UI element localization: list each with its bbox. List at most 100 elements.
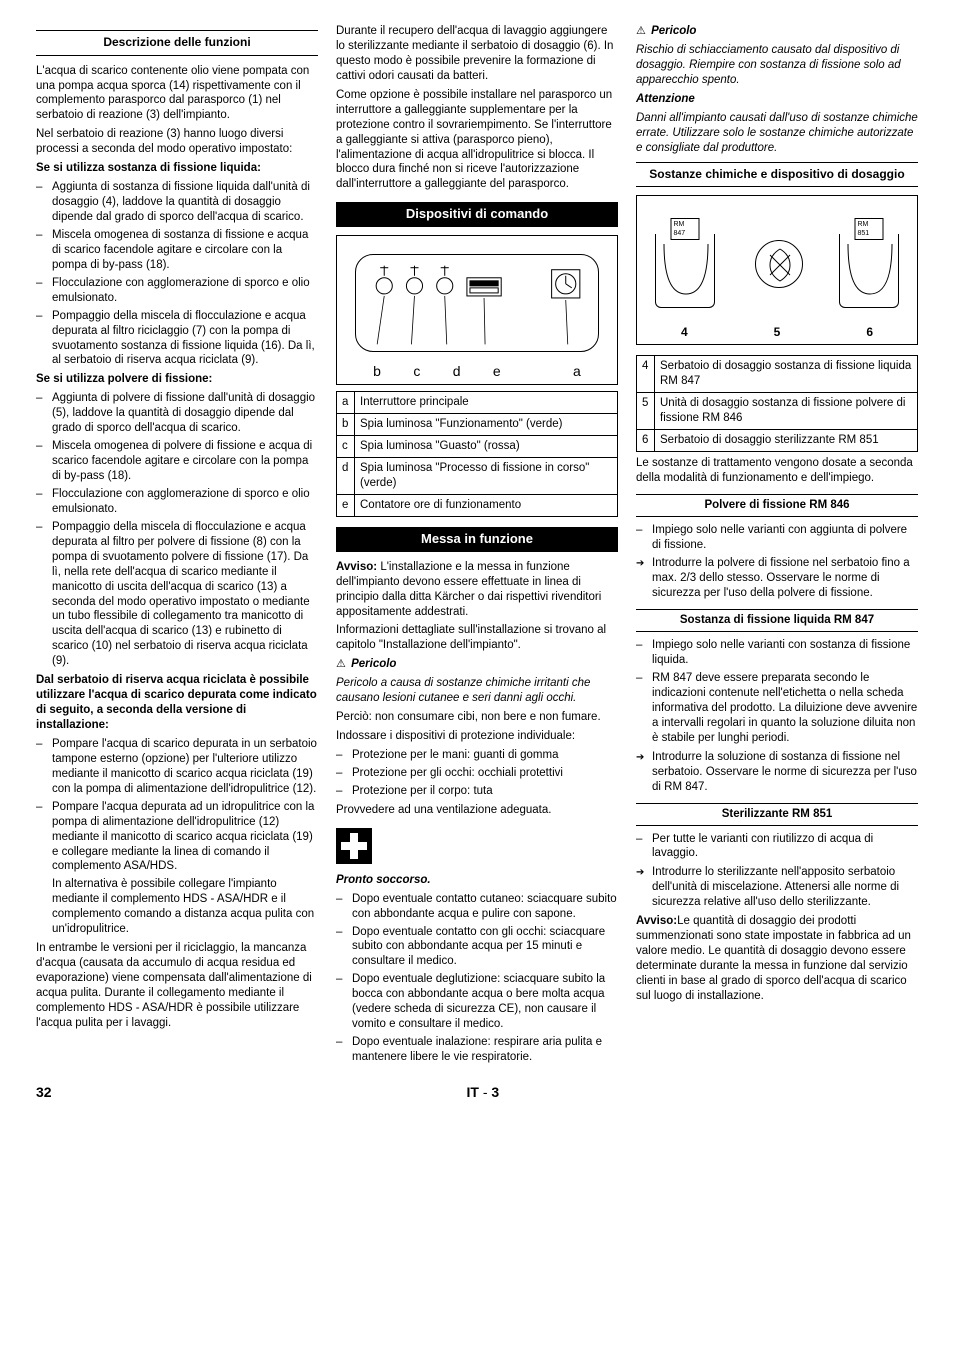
paragraph: ⚠ Pericolo xyxy=(336,657,618,672)
column-2: Durante il recupero dell'acqua di lavagg… xyxy=(336,24,618,1069)
diagram-label-d: d xyxy=(453,362,461,380)
column-1: Descrizione delle funzioni L'acqua di sc… xyxy=(36,24,318,1069)
list-item: Pompaggio della miscela di flocculazione… xyxy=(36,309,318,369)
list: Impiego solo nelle varianti con aggiunta… xyxy=(636,523,918,553)
label-attenzione: Attenzione xyxy=(636,92,918,107)
paragraph: Provvedere ad una ventilazione adeguata. xyxy=(336,803,618,818)
list: Introdurre la polvere di fissione nel se… xyxy=(636,556,918,601)
list-item: Dopo eventuale contatto cutaneo: sciacqu… xyxy=(336,892,618,922)
diagram-labels: b c d e a xyxy=(337,362,617,380)
cell-val: Contatore ore di funzionamento xyxy=(355,494,618,516)
list: Aggiunta di polvere di fissione dall'uni… xyxy=(36,391,318,669)
list-item: Miscela omogenea di sostanza di fissione… xyxy=(36,228,318,273)
paragraph: Perciò: non consumare cibi, non bere e n… xyxy=(336,710,618,725)
list: Per tutte le varianti con riutilizzo di … xyxy=(636,832,918,862)
avviso-text: Le quantità di dosaggio dei prodotti sum… xyxy=(636,915,911,1002)
cell-val: Unità di dosaggio sostanza di fissione p… xyxy=(655,392,918,429)
cell-val: Spia luminosa "Funzionamento" (verde) xyxy=(355,414,618,436)
list-item: Protezione per le mani: guanti di gomma xyxy=(336,748,618,763)
list-item-cont: In alternativa è possibile collegare l'i… xyxy=(52,877,318,937)
paragraph: Informazioni dettagliate sull'installazi… xyxy=(336,623,618,653)
label-avviso: Avviso: xyxy=(336,561,377,573)
paragraph: Avviso:Le quantità di dosaggio dei prodo… xyxy=(636,914,918,1004)
subhead: Se si utilizza sostanza di fissione liqu… xyxy=(36,161,318,176)
label-avviso: Avviso: xyxy=(636,915,677,927)
cell-val: Serbatoio di dosaggio sostanza di fissio… xyxy=(655,356,918,393)
column-3: ⚠ Pericolo Rischio di schiacciamento cau… xyxy=(636,24,918,1069)
list: Introdurre lo sterilizzante nell'apposit… xyxy=(636,865,918,910)
diagram-label-a: a xyxy=(573,362,581,380)
label-pericolo: Pericolo xyxy=(651,25,696,37)
diagram-frame xyxy=(355,254,599,352)
diagram-number-4: 4 xyxy=(681,325,688,341)
list: Pompare l'acqua di scarico depurata in u… xyxy=(36,737,318,937)
tank-label: RM 851 xyxy=(855,218,884,240)
warning-icon: ⚠ xyxy=(336,658,346,670)
chemicals-table: 4Serbatoio di dosaggio sostanza di fissi… xyxy=(636,355,918,452)
section-header-descrizione: Descrizione delle funzioni xyxy=(36,30,318,56)
list-item: Miscela omogenea di polvere di fissione … xyxy=(36,439,318,484)
diagram-number-5: 5 xyxy=(774,325,781,341)
cell-key: 4 xyxy=(637,356,655,393)
paragraph: L'acqua di scarico contenente olio viene… xyxy=(36,64,318,124)
pump-5 xyxy=(755,240,803,288)
subheader-rm851: Sterilizzante RM 851 xyxy=(636,803,918,826)
page-number: 32 xyxy=(36,1083,52,1101)
first-aid-icon xyxy=(336,828,372,864)
tank-svg xyxy=(656,234,716,308)
lang-code: IT - 3 xyxy=(466,1083,499,1101)
paragraph: Le sostanze di trattamento vengono dosat… xyxy=(636,456,918,486)
list-item: Aggiunta di sostanza di fissione liquida… xyxy=(36,180,318,225)
subheader-rm847: Sostanza di fissione liquida RM 847 xyxy=(636,609,918,632)
diagram-label-b: b xyxy=(373,362,381,380)
list: Dopo eventuale contatto cutaneo: sciacqu… xyxy=(336,892,618,1065)
label-pronto-soccorso: Pronto soccorso. xyxy=(336,873,618,888)
cell-key: a xyxy=(337,392,355,414)
diagram-label-e: e xyxy=(493,362,501,380)
pericolo-text: Rischio di schiacciamento causato dal di… xyxy=(636,43,918,88)
warning-icon: ⚠ xyxy=(636,25,646,37)
lang-label: IT xyxy=(466,1084,478,1100)
list-item-text: Pompare l'acqua depurata ad un idropulit… xyxy=(52,801,314,873)
diagram-svg xyxy=(356,255,598,351)
section-header-messa: Messa in funzione xyxy=(336,527,618,552)
cell-key: d xyxy=(337,458,355,495)
cell-val: Spia luminosa "Guasto" (rossa) xyxy=(355,436,618,458)
lang-sub: 3 xyxy=(491,1084,499,1100)
list-item: Introdurre lo sterilizzante nell'apposit… xyxy=(636,865,918,910)
cell-key: 5 xyxy=(637,392,655,429)
cell-key: e xyxy=(337,494,355,516)
subhead: Se si utilizza polvere di fissione: xyxy=(36,372,318,387)
diagram-label-c: c xyxy=(413,362,420,380)
list: Introdurre la soluzione di sostanza di f… xyxy=(636,750,918,795)
diagram-number-6: 6 xyxy=(866,325,873,341)
list-item: Impiego solo nelle varianti con sostanza… xyxy=(636,638,918,668)
list-item: Flocculazione con agglomerazione di spor… xyxy=(36,487,318,517)
list-item: Dopo eventuale inalazione: respirare ari… xyxy=(336,1035,618,1065)
list-item: Introdurre la soluzione di sostanza di f… xyxy=(636,750,918,795)
paragraph: In entrambe le versioni per il riciclagg… xyxy=(36,941,318,1031)
attenzione-text: Danni all'impianto causati dall'uso di s… xyxy=(636,111,918,156)
paragraph: Durante il recupero dell'acqua di lavagg… xyxy=(336,24,618,84)
list-item: Dopo eventuale deglutizione: sciacquare … xyxy=(336,972,618,1032)
list-item: RM 847 deve essere preparata secondo le … xyxy=(636,671,918,746)
list-item: Protezione per gli occhi: occhiali prote… xyxy=(336,766,618,781)
list-item: Introdurre la polvere di fissione nel se… xyxy=(636,556,918,601)
paragraph: Indossare i dispositivi di protezione in… xyxy=(336,729,618,744)
subhead: Dal serbatoio di riserva acqua riciclata… xyxy=(36,673,318,733)
list-item: Aggiunta di polvere di fissione dall'uni… xyxy=(36,391,318,436)
list-item: Pompare l'acqua depurata ad un idropulit… xyxy=(36,800,318,937)
section-header-dispositivi: Dispositivi di comando xyxy=(336,202,618,227)
paragraph: Come opzione è possibile installare nel … xyxy=(336,88,618,193)
list-item: Dopo eventuale contatto con gli occhi: s… xyxy=(336,925,618,970)
paragraph: Nel serbatoio di reazione (3) hanno luog… xyxy=(36,127,318,157)
cell-val: Interruttore principale xyxy=(355,392,618,414)
footer-spacer xyxy=(914,1083,918,1101)
tank-label: RM 847 xyxy=(671,218,700,240)
list: Aggiunta di sostanza di fissione liquida… xyxy=(36,180,318,368)
paragraph: ⚠ Pericolo xyxy=(636,24,918,39)
list: Impiego solo nelle varianti con sostanza… xyxy=(636,638,918,746)
cell-val: Serbatoio di dosaggio sterilizzante RM 8… xyxy=(655,429,918,451)
list-item: Per tutte le varianti con riutilizzo di … xyxy=(636,832,918,862)
subheader-rm846: Polvere di fissione RM 846 xyxy=(636,494,918,517)
